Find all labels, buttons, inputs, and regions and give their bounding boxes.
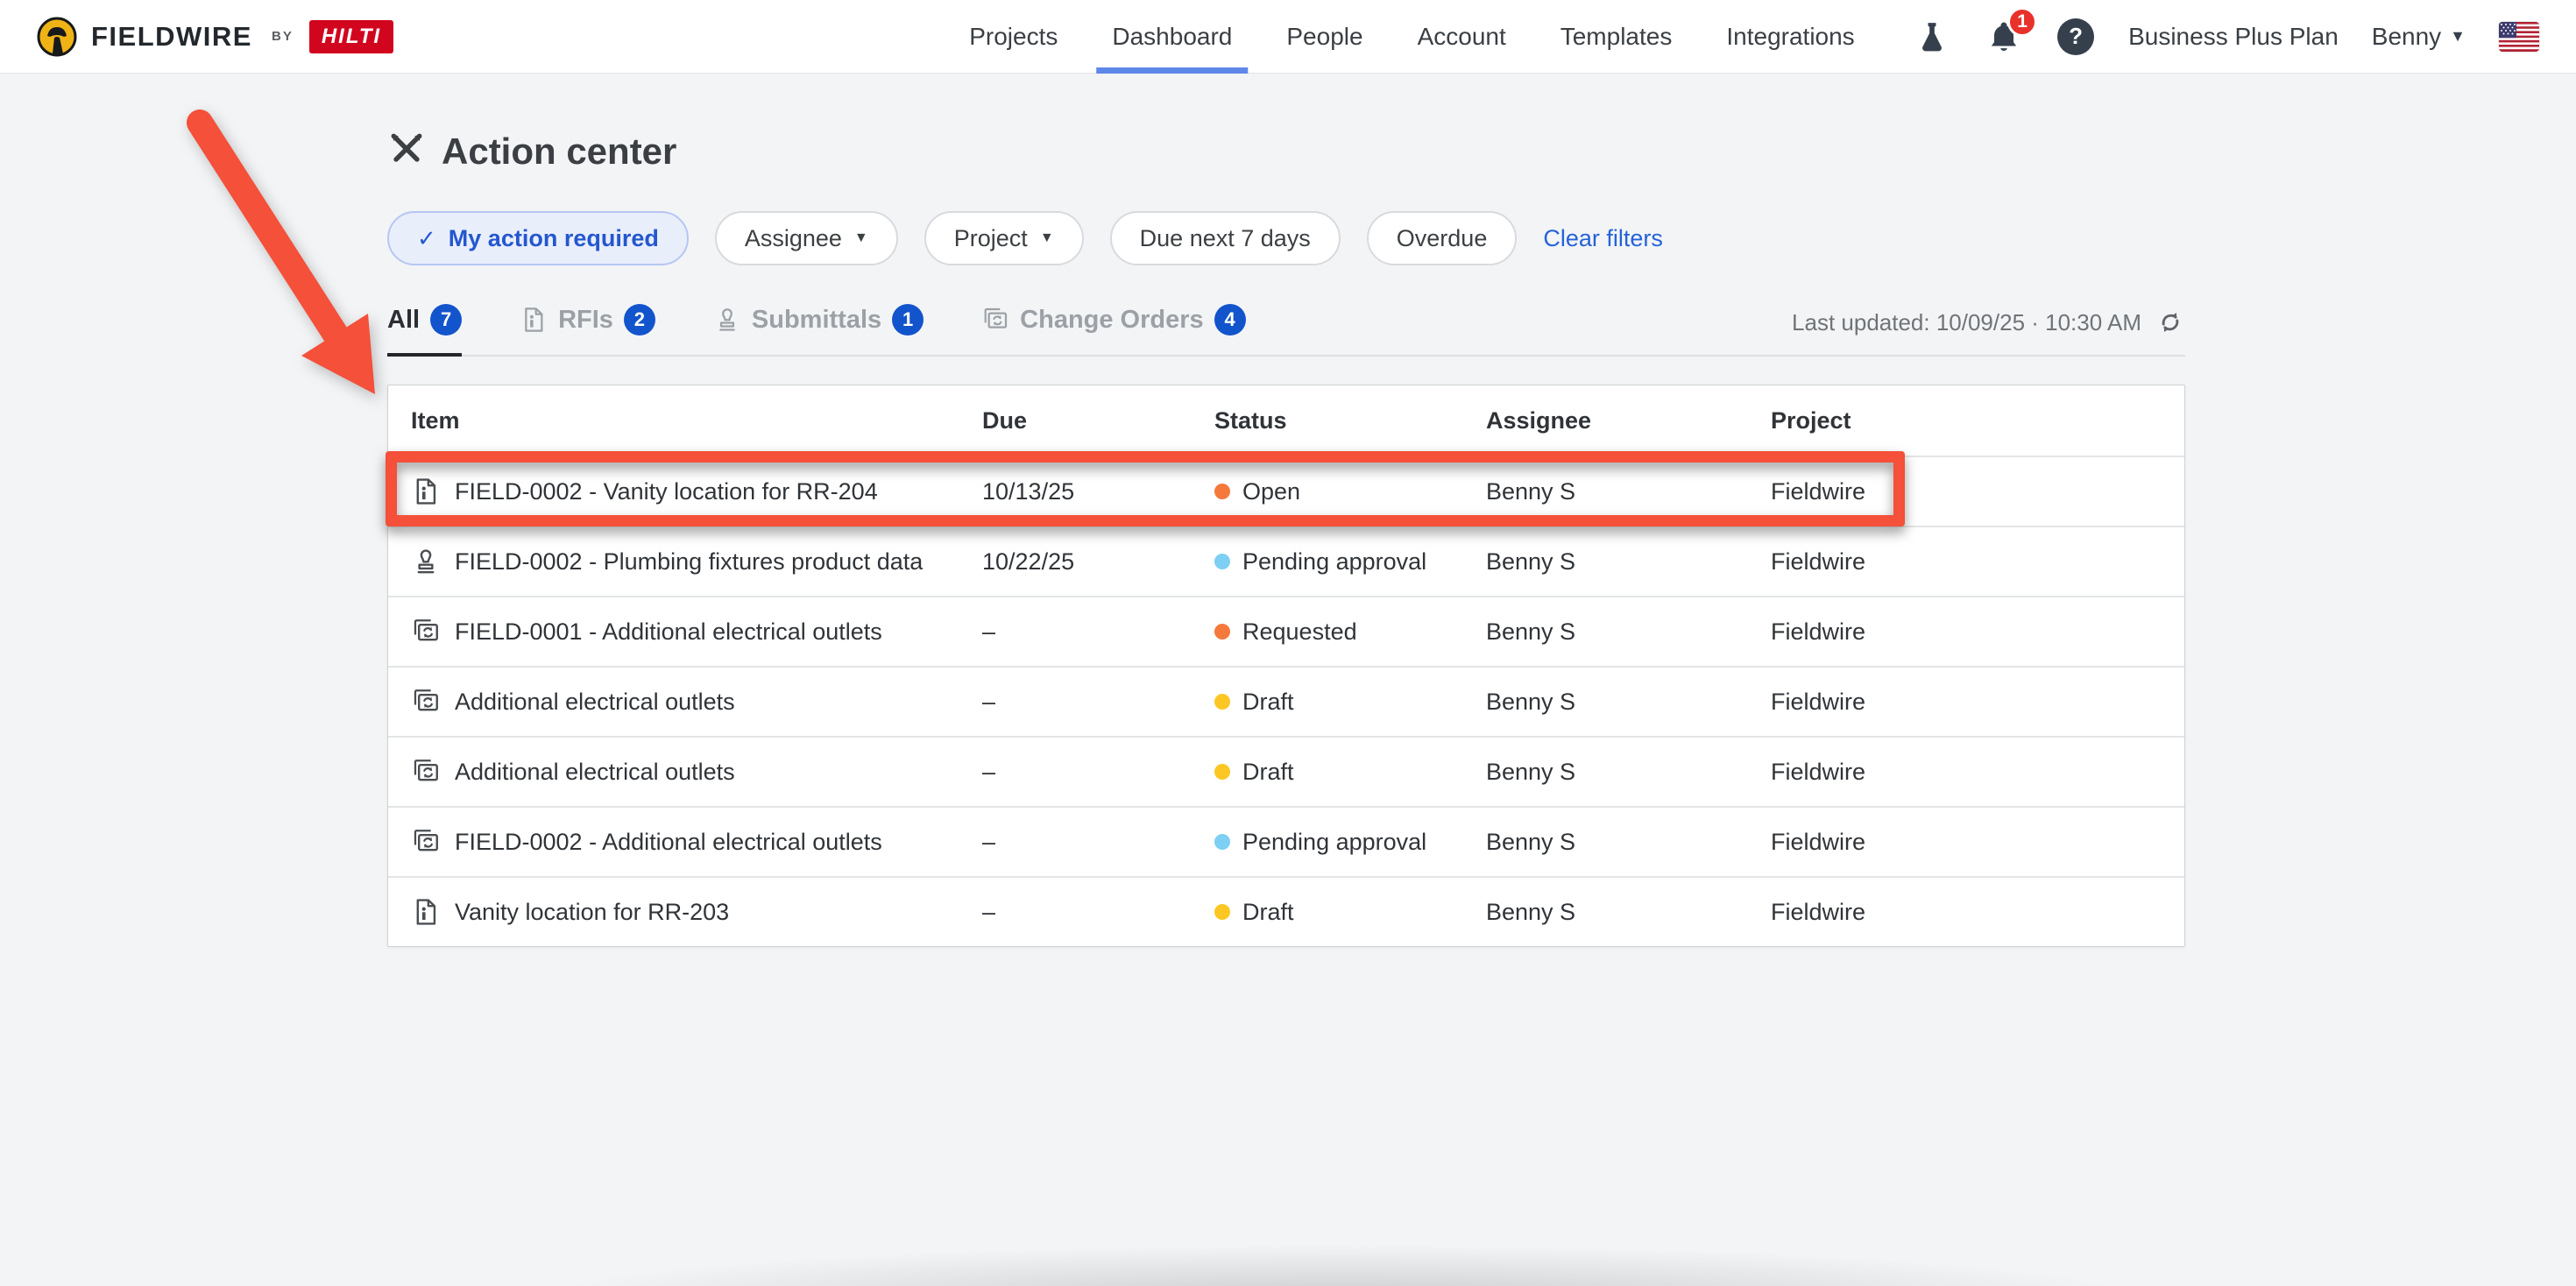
status-dot (1214, 694, 1230, 710)
dashboard-main: Action center ✓ My action required Assig… (0, 74, 2576, 1286)
filter-overdue[interactable]: Overdue (1366, 211, 1518, 265)
change-order-icon (411, 757, 441, 787)
notifications-bell-icon[interactable]: 1 (1985, 6, 2038, 56)
user-name: Benny (2371, 22, 2442, 50)
status-dot (1214, 484, 1230, 499)
top-navigation-bar: FIELDWIRE BY HILTI Projects Dashboard Pe… (0, 0, 2576, 74)
filter-my-action-required[interactable]: ✓ My action required (387, 211, 689, 265)
filter-project[interactable]: Project ▼ (924, 211, 1084, 265)
brand-name: FIELDWIRE (91, 20, 252, 52)
bottom-vignette (0, 1111, 2576, 1286)
table-row[interactable]: FIELD-0002 - Additional electrical outle… (388, 806, 2184, 876)
table-header-row: Item Due Status Assignee Project (388, 385, 2184, 456)
tab-change-orders-count: 4 (1214, 304, 1246, 336)
header-right-controls: 1 ? Business Plus Plan Benny ▼ (1913, 6, 2539, 56)
chevron-down-icon: ▼ (2450, 27, 2466, 45)
status-label: Draft (1242, 898, 1294, 925)
status-dot (1214, 554, 1230, 569)
tab-change-orders[interactable]: Change Orders 4 (981, 304, 1246, 355)
last-updated-text: Last updated: 10/09/25 · 10:30 AM (1792, 308, 2141, 336)
tab-all-count: 7 (430, 304, 463, 336)
table-row[interactable]: Additional electrical outlets – Draft Be… (388, 666, 2184, 736)
change-order-icon (411, 617, 441, 647)
notification-count-badge: 1 (2007, 6, 2038, 37)
tab-rfis[interactable]: RFIs 2 (520, 304, 655, 355)
rfi-document-icon (411, 897, 441, 927)
col-status[interactable]: Status (1214, 406, 1287, 434)
fieldwire-brand[interactable]: FIELDWIRE BY HILTI (37, 17, 394, 57)
tabs-bar: All 7 RFIs 2 Submittals 1 (387, 304, 2185, 357)
status-label: Open (1242, 477, 1301, 505)
table-row[interactable]: Additional electrical outlets – Draft Be… (388, 736, 2184, 806)
tab-rfis-count: 2 (623, 304, 655, 336)
language-flag-us[interactable] (2499, 21, 2539, 52)
brand-by-label: BY (272, 29, 294, 44)
status-dot (1214, 904, 1230, 920)
table-row[interactable]: Vanity location for RR-203 – Draft Benny… (388, 876, 2184, 946)
clear-filters-link[interactable]: Clear filters (1543, 224, 1663, 251)
nav-people[interactable]: People (1286, 22, 1363, 50)
table-row[interactable]: FIELD-0002 - Vanity location for RR-204 … (388, 456, 2184, 526)
status-label: Draft (1242, 688, 1294, 715)
fieldwire-logo-icon (37, 17, 77, 56)
change-order-icon (411, 687, 441, 717)
labs-flask-icon[interactable] (1913, 18, 1951, 56)
status-dot (1214, 764, 1230, 780)
col-due[interactable]: Due (982, 406, 1028, 434)
col-assignee[interactable]: Assignee (1486, 406, 1592, 434)
action-items-table: Item Due Status Assignee Project FIELD-0… (387, 385, 2185, 947)
tab-all[interactable]: All 7 (387, 304, 463, 357)
main-nav: Projects Dashboard People Account Templa… (969, 0, 1855, 74)
rfi-document-icon (411, 477, 441, 506)
change-order-icon (411, 827, 441, 857)
tab-submittals[interactable]: Submittals 1 (713, 304, 924, 355)
hilti-logo: HILTI (308, 19, 394, 53)
nav-integrations[interactable]: Integrations (1726, 22, 1855, 50)
refresh-icon[interactable] (2155, 307, 2185, 337)
status-label: Draft (1242, 758, 1294, 785)
nav-dashboard[interactable]: Dashboard (1096, 0, 1249, 74)
change-order-icon (981, 306, 1009, 334)
filter-bar: ✓ My action required Assignee ▼ Project … (387, 211, 2185, 265)
col-item[interactable]: Item (411, 406, 460, 434)
nav-projects[interactable]: Projects (969, 22, 1058, 50)
nav-templates[interactable]: Templates (1560, 22, 1673, 50)
status-label: Pending approval (1242, 828, 1427, 855)
chevron-down-icon: ▼ (853, 230, 868, 245)
table-row[interactable]: FIELD-0001 - Additional electrical outle… (388, 596, 2184, 666)
status-dot (1214, 834, 1230, 850)
page-title: Action center (442, 130, 677, 172)
filter-due-next-7-days[interactable]: Due next 7 days (1109, 211, 1341, 265)
plan-label: Business Plus Plan (2128, 22, 2339, 50)
nav-account[interactable]: Account (1417, 22, 1506, 50)
tab-submittals-count: 1 (892, 304, 924, 336)
status-dot (1214, 624, 1230, 639)
chevron-down-icon: ▼ (1039, 230, 1054, 245)
col-project[interactable]: Project (1771, 406, 1851, 434)
stamp-icon (411, 547, 441, 576)
help-icon[interactable]: ? (2056, 18, 2095, 56)
status-label: Requested (1242, 618, 1357, 645)
filter-assignee[interactable]: Assignee ▼ (714, 211, 898, 265)
rfi-document-icon (520, 306, 548, 334)
check-icon: ✓ (417, 224, 436, 251)
status-label: Pending approval (1242, 548, 1427, 575)
stamp-icon (713, 306, 741, 334)
user-menu[interactable]: Benny ▼ (2372, 23, 2466, 51)
table-row[interactable]: FIELD-0002 - Plumbing fixtures product d… (388, 526, 2184, 596)
action-center-tools-icon (387, 130, 426, 173)
